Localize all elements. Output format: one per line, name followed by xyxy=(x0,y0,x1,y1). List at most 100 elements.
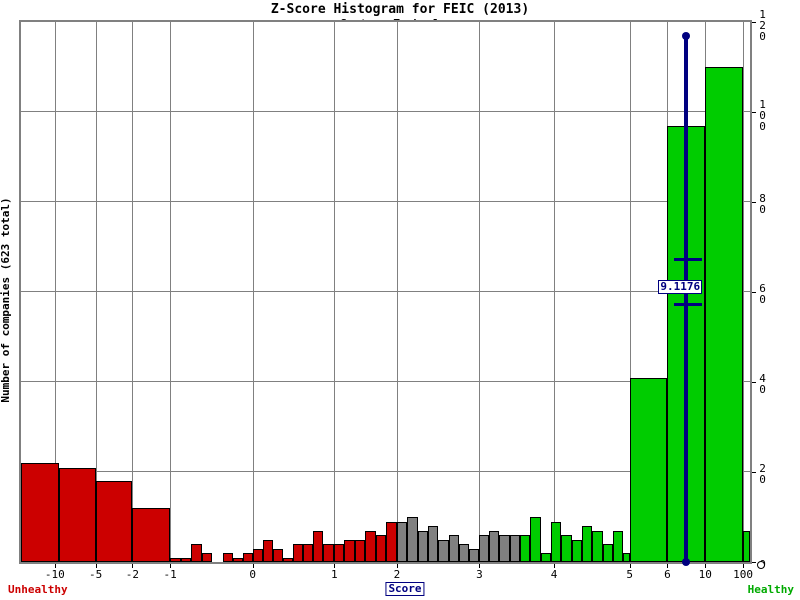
histogram-bar xyxy=(427,526,438,562)
histogram-bar xyxy=(622,553,630,562)
x-tick-label: 100 xyxy=(733,568,753,581)
y-tick-label: 40 xyxy=(756,372,769,394)
score-marker-value-label: 9.1176 xyxy=(658,279,703,294)
page-title: Z-Score Histogram for FEIC (2013) xyxy=(270,2,530,17)
y-tick-mark xyxy=(752,382,756,383)
x-tick-label: -10 xyxy=(44,568,65,581)
x-tick-mark xyxy=(132,564,134,568)
histogram-bar xyxy=(303,544,314,562)
histogram-bar xyxy=(376,535,386,562)
gridline-horizontal xyxy=(21,201,750,202)
unhealthy-label: Unhealthy xyxy=(8,583,68,596)
score-marker-top-dot xyxy=(682,31,691,40)
histogram-bar xyxy=(95,481,133,562)
y-tick-mark xyxy=(752,292,756,293)
x-tick-label: 2 xyxy=(393,568,401,581)
x-tick-label: 1 xyxy=(330,568,338,581)
gridline-horizontal xyxy=(21,111,750,112)
axis-end-dot-icon xyxy=(757,561,765,569)
y-tick-label: 100 xyxy=(756,98,769,131)
x-tick-mark xyxy=(667,564,669,568)
x-tick-label: -1 xyxy=(163,568,177,581)
plot-inner: 9.1176 xyxy=(21,22,750,566)
histogram-bar xyxy=(479,535,490,562)
histogram-bar xyxy=(323,544,335,562)
histogram-bar xyxy=(520,535,531,562)
histogram-bar xyxy=(612,530,623,562)
gridline-vertical xyxy=(554,22,556,562)
gridline-horizontal xyxy=(21,381,750,382)
histogram-bar xyxy=(242,553,253,562)
x-tick-mark xyxy=(252,564,254,568)
x-tick-mark xyxy=(170,564,172,568)
histogram-bar xyxy=(262,539,273,562)
histogram-bar xyxy=(232,557,243,562)
histogram-bar xyxy=(448,535,459,562)
histogram-bar xyxy=(222,553,233,562)
gridline-vertical xyxy=(743,22,745,562)
histogram-bar xyxy=(282,557,293,562)
x-tick-label: 6 xyxy=(664,568,671,581)
gridline-vertical xyxy=(252,22,254,562)
histogram-bar xyxy=(191,544,202,562)
histogram-bar xyxy=(602,544,613,562)
histogram-bar xyxy=(202,553,212,562)
gridline-vertical xyxy=(396,22,398,562)
y-tick-label: 120 xyxy=(756,8,769,41)
histogram-bar xyxy=(743,530,750,562)
y-tick-mark xyxy=(752,112,756,113)
score-marker-bottom-dot xyxy=(682,558,691,566)
histogram-bar xyxy=(396,521,407,562)
healthy-label: Healthy xyxy=(747,583,794,596)
x-tick-mark xyxy=(95,564,97,568)
histogram-bar xyxy=(468,548,480,562)
gridline-vertical xyxy=(170,22,172,562)
histogram-bar xyxy=(510,535,521,562)
x-tick-mark xyxy=(334,564,336,568)
histogram-bar xyxy=(252,548,263,562)
y-tick-mark xyxy=(752,562,756,563)
x-tick-label: 3 xyxy=(476,568,483,581)
histogram-bar xyxy=(170,557,182,562)
histogram-bar xyxy=(591,530,603,562)
x-tick-label: 10 xyxy=(698,568,712,581)
gridline-horizontal xyxy=(21,471,750,472)
gridline-vertical xyxy=(479,22,481,562)
y-tick-label: 20 xyxy=(756,462,769,484)
y-tick-mark xyxy=(752,202,756,203)
y-axis-label: Number of companies (623 total) xyxy=(0,197,12,403)
histogram-bar xyxy=(21,463,59,562)
x-tick-mark xyxy=(479,564,481,568)
score-marker-cap-upper xyxy=(674,257,703,261)
plot-area: 9.1176 xyxy=(19,20,752,566)
y-tick-mark xyxy=(752,472,756,473)
gridline-vertical xyxy=(95,22,97,562)
histogram-bar xyxy=(561,535,572,562)
x-tick-label: 5 xyxy=(626,568,633,581)
score-marker-cap-lower xyxy=(674,302,703,306)
histogram-bar xyxy=(181,557,192,562)
histogram-bar xyxy=(334,544,345,562)
histogram-bar xyxy=(437,539,449,562)
y-tick-label: 60 xyxy=(756,282,769,304)
y-tick-label: 80 xyxy=(756,192,769,214)
histogram-bar xyxy=(530,517,542,562)
x-tick-mark xyxy=(629,564,631,568)
gridline-vertical xyxy=(132,22,134,562)
histogram-bar xyxy=(417,530,428,562)
histogram-bar xyxy=(705,67,744,562)
histogram-bar xyxy=(551,521,562,562)
histogram-bar xyxy=(629,377,668,562)
histogram-bar xyxy=(499,535,511,562)
histogram-bar xyxy=(406,517,418,562)
gridline-vertical xyxy=(629,22,631,562)
histogram-bar xyxy=(458,544,469,562)
x-tick-label: 0 xyxy=(249,568,257,581)
x-tick-mark xyxy=(396,564,398,568)
x-tick-mark xyxy=(54,564,56,568)
score-axis-label: Score xyxy=(385,582,425,596)
score-marker-line[interactable] xyxy=(684,35,689,562)
x-tick-label: 4 xyxy=(550,568,558,581)
gridline-vertical xyxy=(334,22,336,562)
